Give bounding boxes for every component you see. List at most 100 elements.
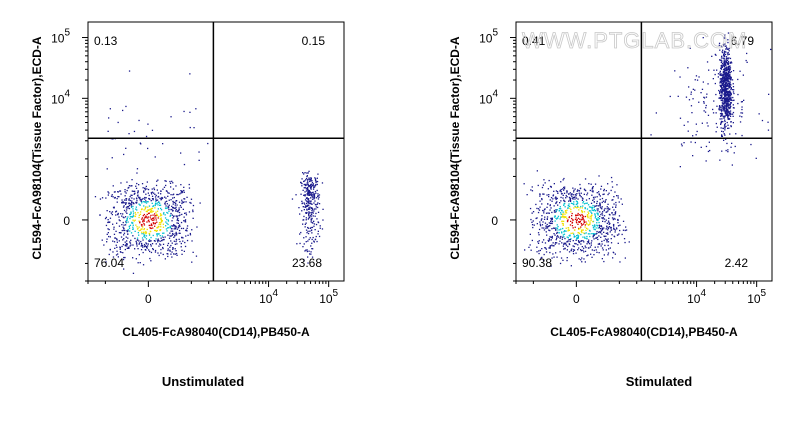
data-point: [121, 201, 123, 203]
data-point: [167, 253, 169, 255]
data-point: [299, 213, 301, 215]
data-point: [591, 233, 593, 235]
data-point: [151, 224, 153, 226]
data-point: [589, 221, 591, 223]
data-point: [723, 58, 725, 60]
data-point: [726, 63, 728, 65]
data-point: [308, 198, 310, 200]
data-point: [141, 231, 143, 233]
data-point: [316, 189, 318, 192]
data-point: [118, 232, 121, 234]
data-point: [298, 207, 300, 209]
data-point: [562, 211, 564, 213]
data-point: [151, 219, 153, 221]
data-point: [602, 216, 604, 219]
data-point: [536, 207, 538, 210]
data-point: [608, 217, 610, 219]
data-point: [541, 203, 543, 205]
data-point: [180, 227, 183, 230]
data-point: [543, 179, 545, 181]
data-point: [136, 237, 139, 239]
data-point: [612, 224, 615, 226]
data-point: [755, 157, 757, 159]
data-point: [613, 196, 615, 198]
data-point: [132, 222, 134, 224]
data-point: [555, 201, 557, 204]
data-point: [146, 211, 148, 213]
data-point: [312, 248, 314, 250]
data-point: [311, 198, 314, 200]
data-point: [308, 216, 311, 218]
data-point: [551, 257, 553, 259]
data-point: [727, 48, 730, 50]
data-point: [581, 246, 583, 248]
data-point: [155, 211, 157, 213]
data-point: [125, 199, 127, 201]
data-point: [598, 235, 600, 237]
data-point: [574, 196, 576, 198]
data-point: [150, 218, 152, 220]
data-point: [171, 228, 173, 230]
data-point: [159, 202, 161, 204]
data-point: [112, 256, 115, 258]
data-point: [176, 210, 178, 212]
data-point: [732, 107, 735, 109]
data-point: [723, 133, 725, 135]
data-point: [580, 226, 582, 228]
data-point: [566, 259, 568, 262]
data-point: [555, 196, 557, 198]
data-point: [180, 192, 182, 194]
data-point: [150, 200, 152, 202]
data-point: [162, 246, 164, 249]
data-point: [127, 233, 129, 235]
quadrant-lower-left-value: 76.04: [94, 256, 124, 270]
data-point: [580, 259, 582, 261]
data-point: [601, 229, 603, 232]
watermark-text: WWW.PTGLAB.COM: [522, 28, 747, 53]
data-point: [729, 110, 732, 112]
data-point: [719, 59, 721, 61]
data-point: [565, 227, 567, 229]
data-point: [543, 227, 545, 229]
data-point: [140, 240, 142, 243]
data-point: [138, 197, 140, 199]
data-point: [724, 45, 726, 47]
data-point: [565, 216, 567, 218]
data-point: [158, 201, 160, 203]
data-point: [313, 196, 316, 198]
data-point: [726, 52, 729, 54]
data-point: [155, 230, 157, 232]
data-point: [725, 94, 727, 96]
data-point: [308, 238, 310, 241]
data-point: [120, 236, 123, 238]
data-point: [725, 56, 728, 58]
data-point: [189, 126, 191, 129]
data-point: [163, 186, 166, 188]
data-point: [726, 102, 728, 104]
data-point: [588, 183, 590, 185]
data-point: [310, 180, 312, 182]
data-point: [172, 233, 174, 235]
data-point: [159, 223, 162, 226]
data-point: [160, 252, 162, 254]
data-point: [590, 253, 592, 255]
data-point: [608, 192, 610, 194]
data-point: [724, 95, 726, 97]
data-point: [155, 199, 157, 202]
data-point: [611, 217, 614, 219]
data-point: [770, 48, 772, 51]
data-point: [175, 240, 177, 243]
data-point: [592, 191, 594, 193]
data-point: [563, 188, 566, 190]
data-point: [563, 199, 565, 201]
data-point: [305, 197, 308, 199]
data-point: [122, 244, 124, 246]
data-point: [739, 115, 741, 117]
data-point: [606, 239, 608, 241]
data-point: [120, 182, 122, 184]
data-point: [129, 224, 132, 226]
data-point: [727, 72, 729, 74]
data-point: [568, 243, 571, 246]
data-point: [724, 67, 726, 69]
data-point: [126, 240, 128, 242]
